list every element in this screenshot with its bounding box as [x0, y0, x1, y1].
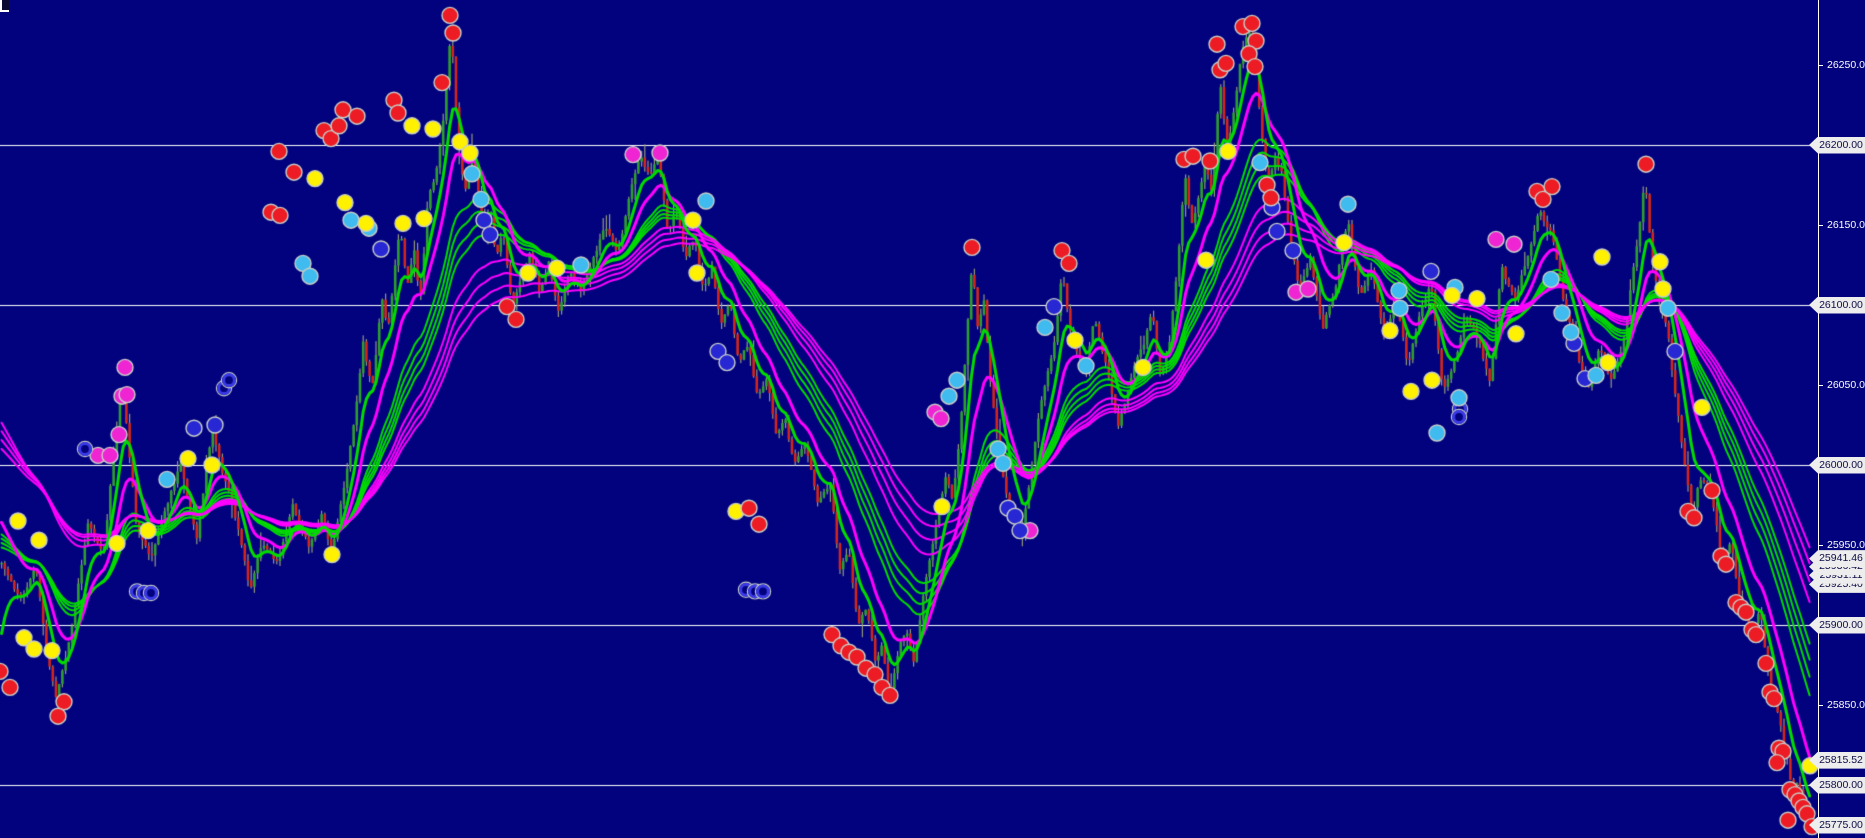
window-icon-fragment	[0, 0, 9, 12]
